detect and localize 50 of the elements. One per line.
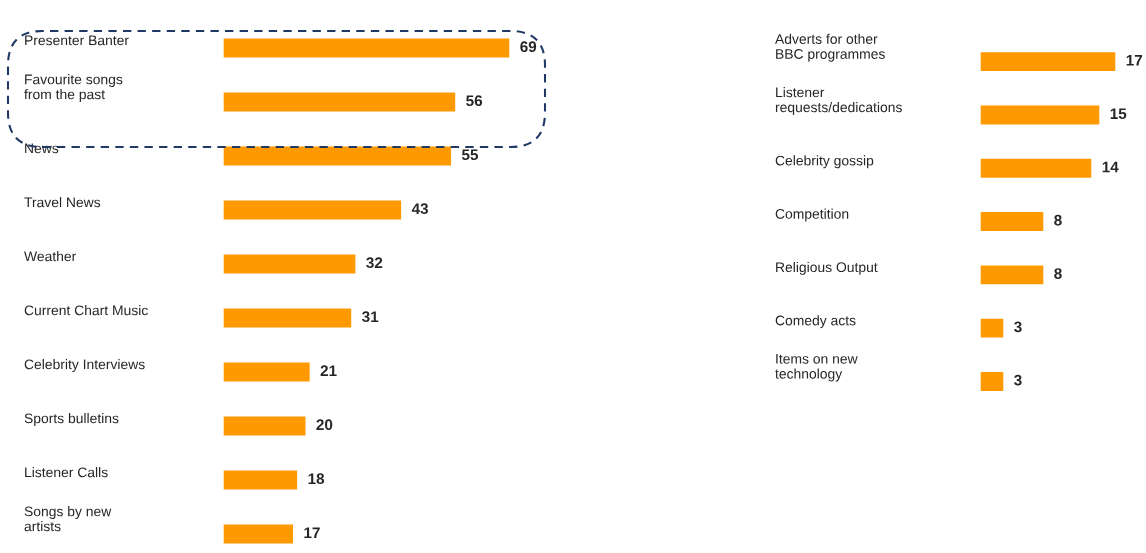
data-label: 3 — [1014, 374, 1022, 386]
data-label: 17 — [304, 527, 320, 538]
bar — [980, 157, 1093, 180]
y-tick-label: Weather — [24, 251, 77, 262]
data-label: 3 — [1014, 321, 1022, 333]
data-label: 14 — [1102, 161, 1119, 173]
y-tick-label: Current Chart Music — [24, 305, 148, 316]
y-tick-label: Presenter Banter — [25, 35, 129, 46]
bar — [223, 253, 357, 275]
y-tick-label: Songs by new artists — [24, 506, 112, 532]
y-tick-label: Travel News — [24, 197, 101, 208]
y-tick-label: Comedy acts — [775, 315, 856, 329]
bar — [980, 104, 1101, 126]
bar — [223, 199, 403, 221]
y-tick-label: Religious Output — [776, 261, 878, 275]
data-label: 31 — [362, 311, 379, 323]
data-label: 43 — [411, 203, 429, 215]
data-label: 55 — [461, 149, 479, 161]
data-label: 32 — [366, 257, 383, 269]
bar — [980, 264, 1045, 286]
bar — [223, 91, 457, 113]
y-tick-label: Items on new technology — [775, 354, 858, 382]
bar — [223, 523, 295, 545]
bar — [223, 415, 307, 437]
bar — [980, 210, 1045, 233]
data-label: 56 — [466, 95, 483, 107]
bar — [223, 361, 312, 383]
data-label: 8 — [1054, 214, 1062, 226]
bar — [980, 50, 1117, 73]
y-tick-label: Favourite songs from the past — [24, 74, 123, 102]
y-tick-label: Sports bulletins — [24, 413, 119, 426]
y-tick-label: Listener Calls — [25, 467, 108, 478]
y-tick-label: Celebrity Interviews — [24, 359, 145, 372]
data-label: 18 — [308, 473, 325, 485]
data-label: 8 — [1054, 268, 1062, 279]
bar — [223, 469, 299, 491]
data-label: 20 — [316, 419, 333, 431]
bar — [980, 370, 1005, 393]
data-label: 21 — [320, 365, 337, 376]
bar — [223, 307, 353, 329]
bar — [223, 145, 453, 167]
data-label: 15 — [1110, 108, 1127, 120]
data-label: 17 — [1126, 55, 1143, 66]
y-tick-label: Listener requests/dedications — [775, 87, 902, 115]
data-label: 69 — [520, 41, 537, 53]
y-tick-label: Competition — [775, 208, 849, 222]
bar — [223, 37, 511, 59]
y-tick-label: Celebrity gossip — [775, 155, 874, 169]
y-tick-label: Adverts for other BBC programmes — [775, 33, 885, 62]
bar — [980, 317, 1005, 339]
